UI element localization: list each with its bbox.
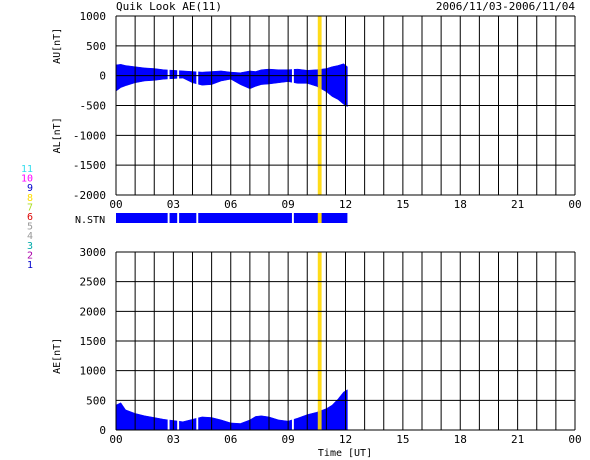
ae-panel: 3000 2500 2000 1500 1000 500 0 00 03 06 09 12 15 18 2… [52,246,582,459]
x-tick-label: 00 [109,433,122,446]
legend-entry-6: 6 [27,212,33,223]
x-tick-label: 09 [282,433,295,446]
y-tick-label: 2000 [80,305,107,318]
station-count-label: N.STN [75,215,105,226]
legend-entry-1: 1 [27,260,33,271]
station-count-gap [177,213,180,223]
y-tick-label: 0 [99,424,106,437]
y-tick-label: 1000 [80,365,107,378]
au-axis-label: AU[nT] [52,28,63,64]
y-tick-label: -1000 [73,129,106,142]
station-count-bars [116,213,348,223]
au-al-panel: 1000 500 0 -500 -1000 -1500 -2000 00 03 06 09 12 15… [52,10,582,211]
y-tick-label: 2500 [80,276,107,289]
legend-entry-2: 2 [27,250,33,261]
station-count-gap [196,213,199,223]
station-count-low [317,213,322,223]
y-tick-label: 1000 [80,10,107,23]
legend-entry-11: 11 [21,164,33,175]
au-al-grid [115,15,576,196]
legend-entry-9: 9 [27,183,33,194]
x-tick-label: 21 [511,433,524,446]
x-tick-label: 12 [339,198,352,211]
x-tick-label: 18 [454,198,467,211]
x-tick-label: 06 [224,198,237,211]
station-count-panel: N.STN [75,213,348,226]
x-tick-label: 18 [454,433,467,446]
legend-entry-3: 3 [27,241,33,252]
y-tick-label: -1500 [73,159,106,172]
x-tick-label: 21 [511,198,524,211]
ae-axis-label: AE[nT] [52,338,63,374]
legend-entry-8: 8 [27,193,33,204]
y-tick-label: 500 [86,40,106,53]
ae-grid [115,251,576,431]
x-tick-label: 15 [396,198,409,211]
legend-entry-10: 10 [21,174,33,185]
x-tick-label: 00 [568,198,581,211]
x-tick-label: 09 [282,198,295,211]
au-al-x-tick-labels: 00 03 06 09 12 15 18 21 00 [109,198,581,211]
x-tick-label: 00 [568,433,581,446]
data-area [115,389,348,431]
station-count-gap [167,213,170,223]
date-range: 2006/11/03-2006/11/04 [436,0,575,13]
al-axis-label: AL[nT] [52,117,63,153]
y-tick-label: -2000 [73,189,106,202]
ae-y-tick-labels: 3000 2500 2000 1500 1000 500 0 [80,246,107,437]
y-tick-label: 1500 [80,335,107,348]
y-tick-label: 3000 [80,246,107,259]
time-axis-label: Time [UT] [318,448,372,459]
x-tick-label: 00 [109,198,122,211]
ae-x-tick-labels: 00 03 06 09 12 15 18 21 00 [109,433,581,446]
x-tick-label: 03 [167,433,180,446]
legend-entry-7: 7 [27,202,33,213]
legend-entry-5: 5 [27,222,33,233]
y-tick-label: -500 [80,100,107,113]
y-tick-label: 500 [86,394,106,407]
x-tick-label: 15 [396,433,409,446]
x-tick-label: 12 [339,433,352,446]
legend-entry-4: 4 [27,231,33,242]
station-count-bar [116,213,348,223]
x-tick-label: 06 [224,433,237,446]
y-tick-label: 0 [99,70,106,83]
chart-title: Quik Look AE(11) [116,0,222,13]
au-al-y-tick-labels: 1000 500 0 -500 -1000 -1500 -2000 [73,10,106,202]
data-area [115,63,348,108]
station-count-gap [291,213,294,223]
x-tick-label: 03 [167,198,180,211]
